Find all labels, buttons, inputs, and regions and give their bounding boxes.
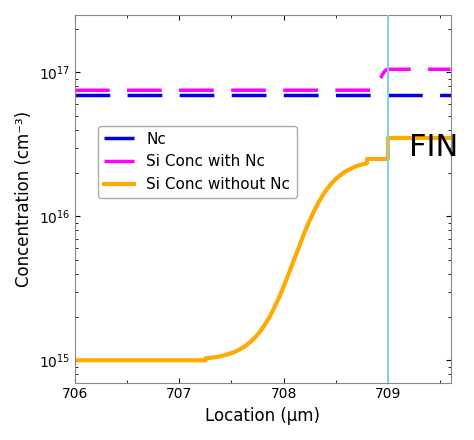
X-axis label: Location (μm): Location (μm) [205,407,320,425]
Text: FIN: FIN [409,133,458,162]
Legend: Nc, Si Conc with Nc, Si Conc without Nc: Nc, Si Conc with Nc, Si Conc without Nc [98,125,297,198]
Y-axis label: Concentration (cm⁻³): Concentration (cm⁻³) [15,111,33,287]
